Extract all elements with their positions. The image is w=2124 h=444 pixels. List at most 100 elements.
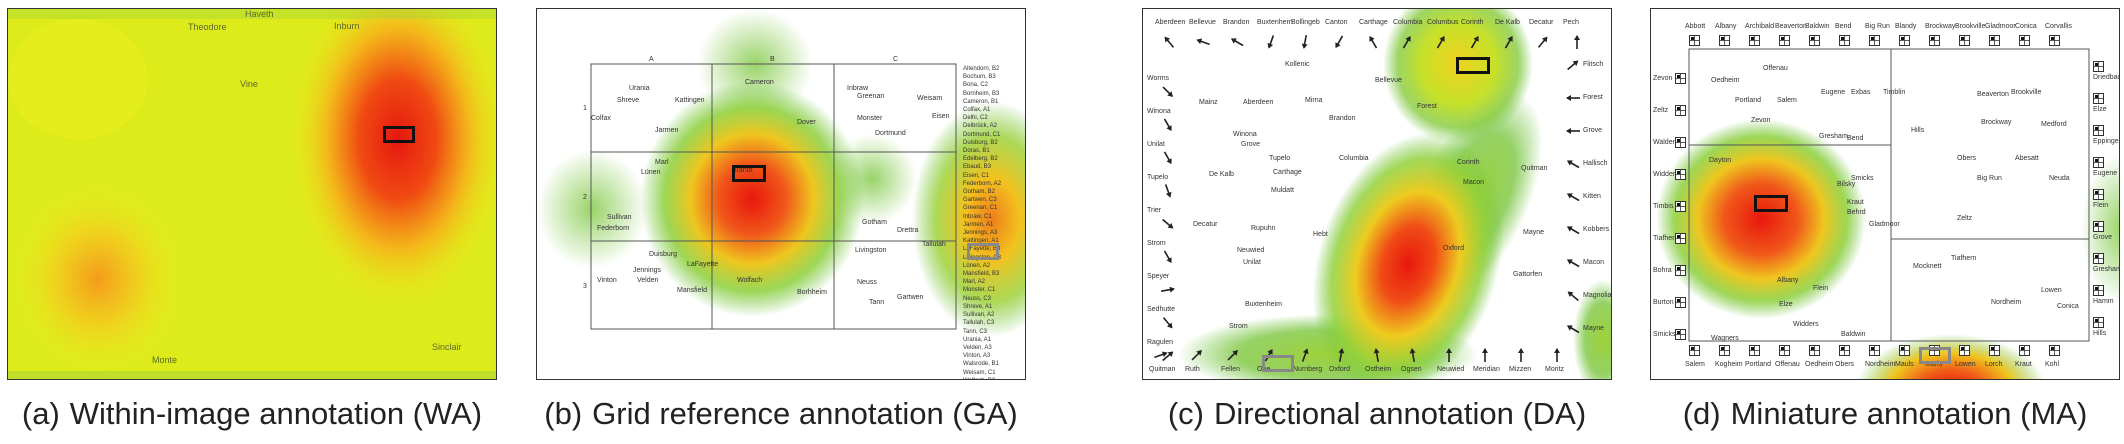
miniature-icon — [1675, 329, 1686, 340]
city-label: Nordheim — [1991, 299, 2022, 306]
city-label: Neuss — [857, 279, 877, 286]
edge-label: Salem — [1685, 361, 1705, 368]
edge-label: Ragulen — [1147, 339, 1174, 346]
panel-miniature: Abbott Albany Archibald Beaverton Baldwin Ben… — [1650, 8, 2120, 380]
edge-label: Buxtenhern — [1257, 19, 1293, 26]
arrow-icon — [1162, 218, 1174, 229]
edge-label: Corinth — [1461, 19, 1484, 26]
miniature-icon — [1749, 35, 1760, 46]
miniature-icon — [2093, 317, 2104, 328]
edge-label: Blandy — [1895, 23, 1917, 30]
city-label: Federborn — [597, 225, 630, 232]
edge-label: Ostheim — [1365, 366, 1392, 373]
miniature-icon — [2093, 189, 2104, 200]
miniature-icon — [2093, 253, 2104, 264]
city-label: Aberdeen — [1243, 99, 1274, 106]
miniature-icon — [2093, 125, 2104, 136]
miniature-icon — [1809, 35, 1820, 46]
arrow-icon — [1482, 348, 1488, 362]
city-label: Brandon — [1329, 115, 1356, 122]
edge-label: Unilat — [1147, 141, 1165, 148]
edge-label: Macon — [1583, 259, 1605, 266]
caption-a: (a) Within-image annotation (WA) — [7, 396, 497, 432]
city-label: Dortmund — [875, 130, 906, 137]
arrow-icon — [1470, 35, 1479, 49]
panel-within-image: Haveth Theodore Inburn Monte Sinclair Vi… — [7, 8, 497, 380]
caption-text: Directional annotation (DA) — [1213, 396, 1587, 431]
city-label: Duisburg — [649, 251, 678, 258]
city-label: Sullivan — [607, 214, 632, 221]
city-label: Wolfach — [737, 277, 763, 284]
edge-label: Gladmoor — [1985, 23, 2016, 30]
edge-label: Albany — [1715, 23, 1737, 30]
arrow-icon — [1267, 35, 1275, 49]
edge-label: Hamm — [2093, 298, 2114, 305]
grid-row-label: 2 — [583, 194, 587, 201]
miniature-icon — [1719, 345, 1730, 356]
edge-label: Brandon — [1223, 19, 1250, 26]
panel-directional: Aberdeen Bellevue Brandon Buxtenhern Bolling… — [1142, 8, 1612, 380]
edge-label: Mayne — [1583, 325, 1605, 332]
city-label: Brandt — [732, 167, 753, 174]
miniature-icon — [2049, 345, 2060, 356]
miniature-icon — [2019, 345, 2030, 356]
city-label: Inburn — [334, 21, 360, 31]
arrow-icon — [1567, 60, 1579, 71]
city-label: Gotham — [862, 219, 887, 226]
city-label: Strom — [1229, 323, 1248, 330]
arrow-icon — [1518, 348, 1524, 362]
city-label: Elze — [1779, 301, 1793, 308]
city-label: Monster — [857, 115, 883, 122]
arrow-icon — [1191, 350, 1202, 361]
edge-label: Worms — [1147, 75, 1170, 82]
arrow-icon — [1162, 317, 1173, 329]
edge-label: Oedheim — [1805, 361, 1834, 368]
edge-label: Hallisch — [1583, 160, 1608, 167]
arrow-icon — [1154, 351, 1168, 359]
arrow-icon — [1335, 35, 1344, 49]
city-label: Columbia — [1339, 155, 1369, 162]
city-label: Dover — [797, 119, 816, 126]
grid-col-label: B — [770, 56, 775, 63]
edge-label: Eugene — [2093, 170, 2118, 177]
miniature-icon — [2093, 157, 2104, 168]
city-label: Shreve — [617, 97, 640, 104]
city-label: Dayton — [1709, 157, 1732, 164]
arrow-icon — [1566, 128, 1580, 134]
city-label: Livingston — [855, 247, 887, 254]
edge-label: Conica — [2015, 23, 2037, 30]
arrow-icon — [1566, 259, 1580, 268]
edge-label: Mizzen — [1509, 366, 1532, 373]
city-label: Mansfield — [677, 287, 707, 294]
arrow-icon — [1574, 35, 1580, 49]
miniature-icon — [1839, 35, 1850, 46]
edge-label: Grove — [2093, 234, 2113, 241]
miniature-icon — [2049, 35, 2060, 46]
edge-label: Offenau — [1775, 361, 1800, 368]
city-label: Exbas — [1851, 89, 1871, 96]
panel-grid-reference: A B C 1 2 3 Urania Shreve Kattingen Cameron… — [536, 8, 1026, 380]
city-label: Oedheim — [1711, 77, 1740, 84]
city-label: Decatur — [1193, 221, 1218, 228]
arrow-icon — [1164, 36, 1175, 48]
heatmap-c — [1178, 9, 1611, 379]
miniature-icon — [1675, 233, 1686, 244]
city-label: Grove — [1241, 141, 1261, 148]
city-label: Tallulah — [922, 241, 946, 248]
miniature-icon — [1989, 35, 2000, 46]
city-label: Wagners — [1711, 335, 1739, 342]
arrow-icon — [1230, 38, 1244, 47]
miniature-icon — [1779, 345, 1790, 356]
edge-label: Pech — [1563, 19, 1579, 26]
arrow-icon — [1301, 34, 1308, 49]
edge-label: Quitman — [1149, 366, 1176, 373]
city-label: Theodore — [188, 22, 227, 32]
city-label: Portland — [1735, 97, 1762, 104]
edge-label: Portland — [1745, 361, 1772, 368]
arrow-icon — [1436, 35, 1445, 49]
city-label: Marl — [655, 159, 669, 166]
edge-label: Kobbers — [1583, 226, 1610, 233]
edge-label: Trier — [1147, 207, 1162, 214]
arrow-icon — [1402, 35, 1411, 49]
city-label: Eugene — [1821, 89, 1846, 96]
